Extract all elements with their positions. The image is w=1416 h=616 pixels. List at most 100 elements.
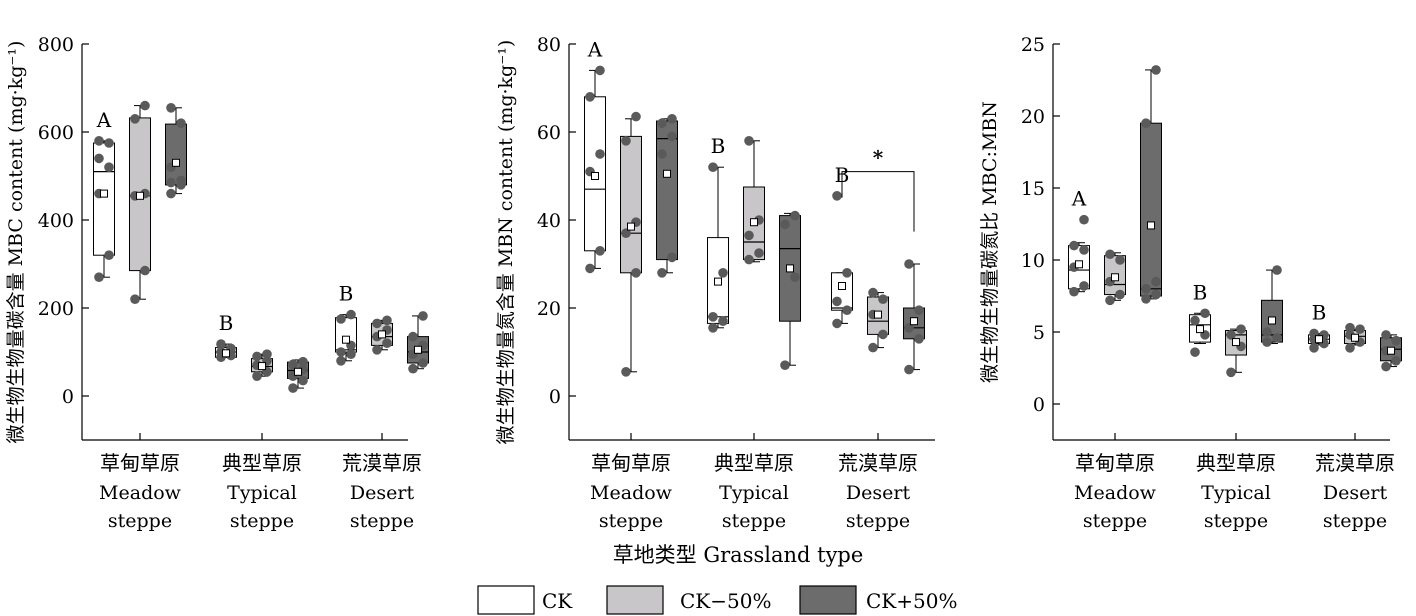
box-3-3 [1380, 330, 1402, 372]
data-point [621, 228, 631, 238]
data-point [878, 294, 888, 305]
data-point [744, 230, 754, 241]
box-2-3 [779, 210, 801, 371]
data-point [1115, 255, 1125, 265]
data-point [252, 351, 262, 362]
x-tick-label-zh: 草甸草原 [591, 451, 671, 475]
x-tick-label-en: Desert [350, 482, 415, 504]
data-point [832, 318, 842, 329]
y-tick-label: 0 [1033, 394, 1045, 416]
x-tick-label-en: steppe [230, 510, 294, 532]
significance-letter: A [96, 108, 112, 132]
mean-marker [172, 158, 180, 167]
mean-marker [100, 189, 108, 198]
data-point [1105, 249, 1115, 260]
data-point [878, 329, 888, 340]
y-tick-label: 20 [537, 298, 561, 320]
x-tick-label-en: steppe [1083, 510, 1147, 532]
y-tick-label: 20 [1021, 106, 1045, 128]
data-point [288, 359, 298, 370]
y-tick-label: 60 [537, 122, 561, 144]
significance-letter: B [1193, 280, 1208, 304]
box-3-2 [371, 315, 393, 355]
data-point [754, 248, 764, 258]
data-point [94, 153, 104, 164]
x-tick-label-en: Desert [1323, 482, 1388, 504]
data-point [382, 338, 392, 349]
data-point [914, 334, 924, 344]
data-point [1345, 343, 1355, 353]
data-point [868, 342, 878, 353]
box-2-3 [1261, 265, 1283, 347]
mean-marker [627, 222, 635, 231]
legend-label: CK−50% [680, 589, 771, 613]
mean-marker [136, 191, 144, 200]
mean-marker [714, 277, 722, 286]
data-point [621, 136, 631, 146]
data-point [140, 100, 150, 111]
box-1-2 [620, 111, 642, 377]
significance-letter: B [711, 134, 726, 158]
data-point [1115, 289, 1125, 300]
mean-marker [750, 218, 758, 227]
x-tick-label-zh: 荒漠草原 [838, 451, 918, 475]
y-tick-label: 40 [537, 210, 561, 232]
box-2-1 [707, 162, 729, 333]
data-point [1141, 294, 1151, 304]
x-tick-label-en: steppe [1323, 510, 1387, 532]
data-point [744, 136, 754, 146]
panel-1: 0 200 400 600 800 微生物生物量碳含量 MBC content (mg·k… [5, 34, 429, 532]
mean-marker [342, 335, 350, 344]
significance-bracket: * [841, 146, 915, 232]
box-1-1 [93, 136, 115, 283]
y-tick-label: 0 [62, 386, 74, 408]
mean-marker [910, 317, 918, 326]
legend: CK CK−50% CK+50% [477, 585, 957, 615]
significance-letter: A [587, 37, 603, 61]
data-point [104, 250, 114, 260]
mean-marker [378, 330, 386, 339]
y-axis-label: 微生物生物量氮含量 MBN content (mg·kg⁻¹) [495, 40, 517, 445]
data-point [790, 272, 800, 283]
x-tick-label-en: Typical [227, 482, 297, 504]
box-3-3 [903, 259, 925, 375]
x-tick-label-zh: 草甸草原 [1075, 451, 1155, 475]
box-1-3 [165, 103, 187, 199]
data-point [166, 188, 176, 199]
x-tick-label-zh: 荒漠草原 [1315, 451, 1395, 475]
x-tick-label-zh: 典型草原 [1196, 451, 1276, 475]
data-point [780, 360, 790, 371]
data-point [1226, 367, 1236, 378]
y-tick-label: 10 [1021, 250, 1045, 272]
data-point [667, 131, 677, 142]
data-point [595, 65, 605, 76]
data-point [1262, 337, 1272, 347]
box-iqr [620, 135, 642, 274]
mean-marker [1387, 346, 1395, 355]
mean-marker [222, 349, 230, 358]
data-point [1272, 332, 1282, 343]
bracket-label: * [873, 146, 884, 170]
data-point [1381, 361, 1391, 372]
data-point [166, 177, 176, 188]
x-tick-label-en: Meadow [99, 482, 182, 504]
data-point [1151, 276, 1161, 287]
legend-swatch [477, 585, 535, 615]
y-axis-label: 微生物生物量碳含量 MBC content (mg·kg⁻¹) [5, 41, 27, 444]
data-point [288, 383, 298, 393]
x-tick-label-en: Meadow [1074, 482, 1157, 504]
mean-marker [1232, 338, 1240, 347]
data-point [1381, 330, 1391, 340]
x-tick-label-zh: 典型草原 [714, 451, 794, 475]
data-point [130, 114, 140, 124]
box-1-3 [1140, 65, 1162, 304]
box-3-1 [335, 309, 357, 366]
x-tick-label-en: steppe [350, 510, 414, 532]
mean-marker [874, 310, 882, 319]
data-point [408, 363, 418, 374]
data-point [1151, 289, 1161, 300]
significance-letter: A [1071, 187, 1087, 211]
data-point [631, 268, 641, 278]
mean-marker [258, 362, 266, 371]
